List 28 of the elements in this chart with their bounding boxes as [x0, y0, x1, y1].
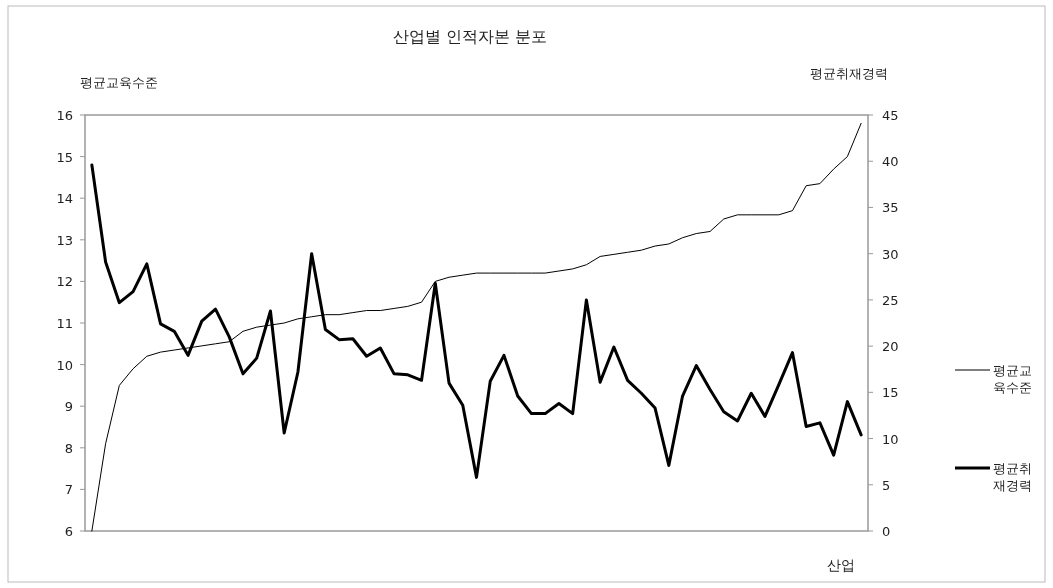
- y-tick-label: 12: [56, 274, 73, 290]
- y-tick-label: 10: [56, 357, 73, 373]
- y-tick-label: 9: [64, 399, 73, 415]
- y2-tick-label: 45: [882, 108, 899, 123]
- y2-axis-title: 평균취재경력: [810, 66, 888, 81]
- legend-label: 평균취재경력: [993, 461, 1032, 493]
- y-tick-label: 14: [56, 191, 73, 207]
- y-tick-label: 16: [56, 108, 73, 123]
- y-tick-label: 8: [64, 440, 73, 456]
- x-axis-title: 산업: [827, 557, 855, 573]
- y2-tick-label: 30: [882, 246, 899, 262]
- y2-tick-label: 20: [882, 339, 899, 355]
- y2-tick-label: 15: [882, 385, 899, 401]
- y2-tick-label: 40: [882, 154, 899, 170]
- legend-label: 평균교육수준: [993, 363, 1032, 395]
- y2-tick-label: 10: [882, 431, 899, 447]
- y-tick-label: 7: [64, 482, 73, 498]
- y-tick-label: 15: [56, 149, 73, 165]
- y2-tick-label: 25: [882, 292, 899, 308]
- y2-tick-label: 0: [882, 524, 891, 539]
- y-axis-title: 평균교육수준: [80, 75, 158, 90]
- y2-tick-label: 5: [882, 477, 891, 493]
- chart-title: 산업별 인적자본 분포: [392, 27, 548, 46]
- y2-tick-label: 35: [882, 200, 899, 216]
- line-series: [91, 122, 862, 532]
- y-tick-label: 13: [56, 232, 73, 248]
- y-tick-label: 6: [64, 524, 73, 539]
- y-tick-label: 11: [56, 316, 73, 331]
